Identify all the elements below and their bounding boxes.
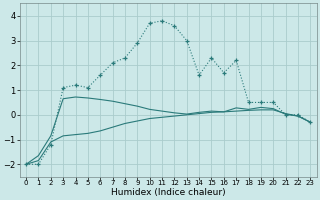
X-axis label: Humidex (Indice chaleur): Humidex (Indice chaleur) xyxy=(111,188,226,197)
